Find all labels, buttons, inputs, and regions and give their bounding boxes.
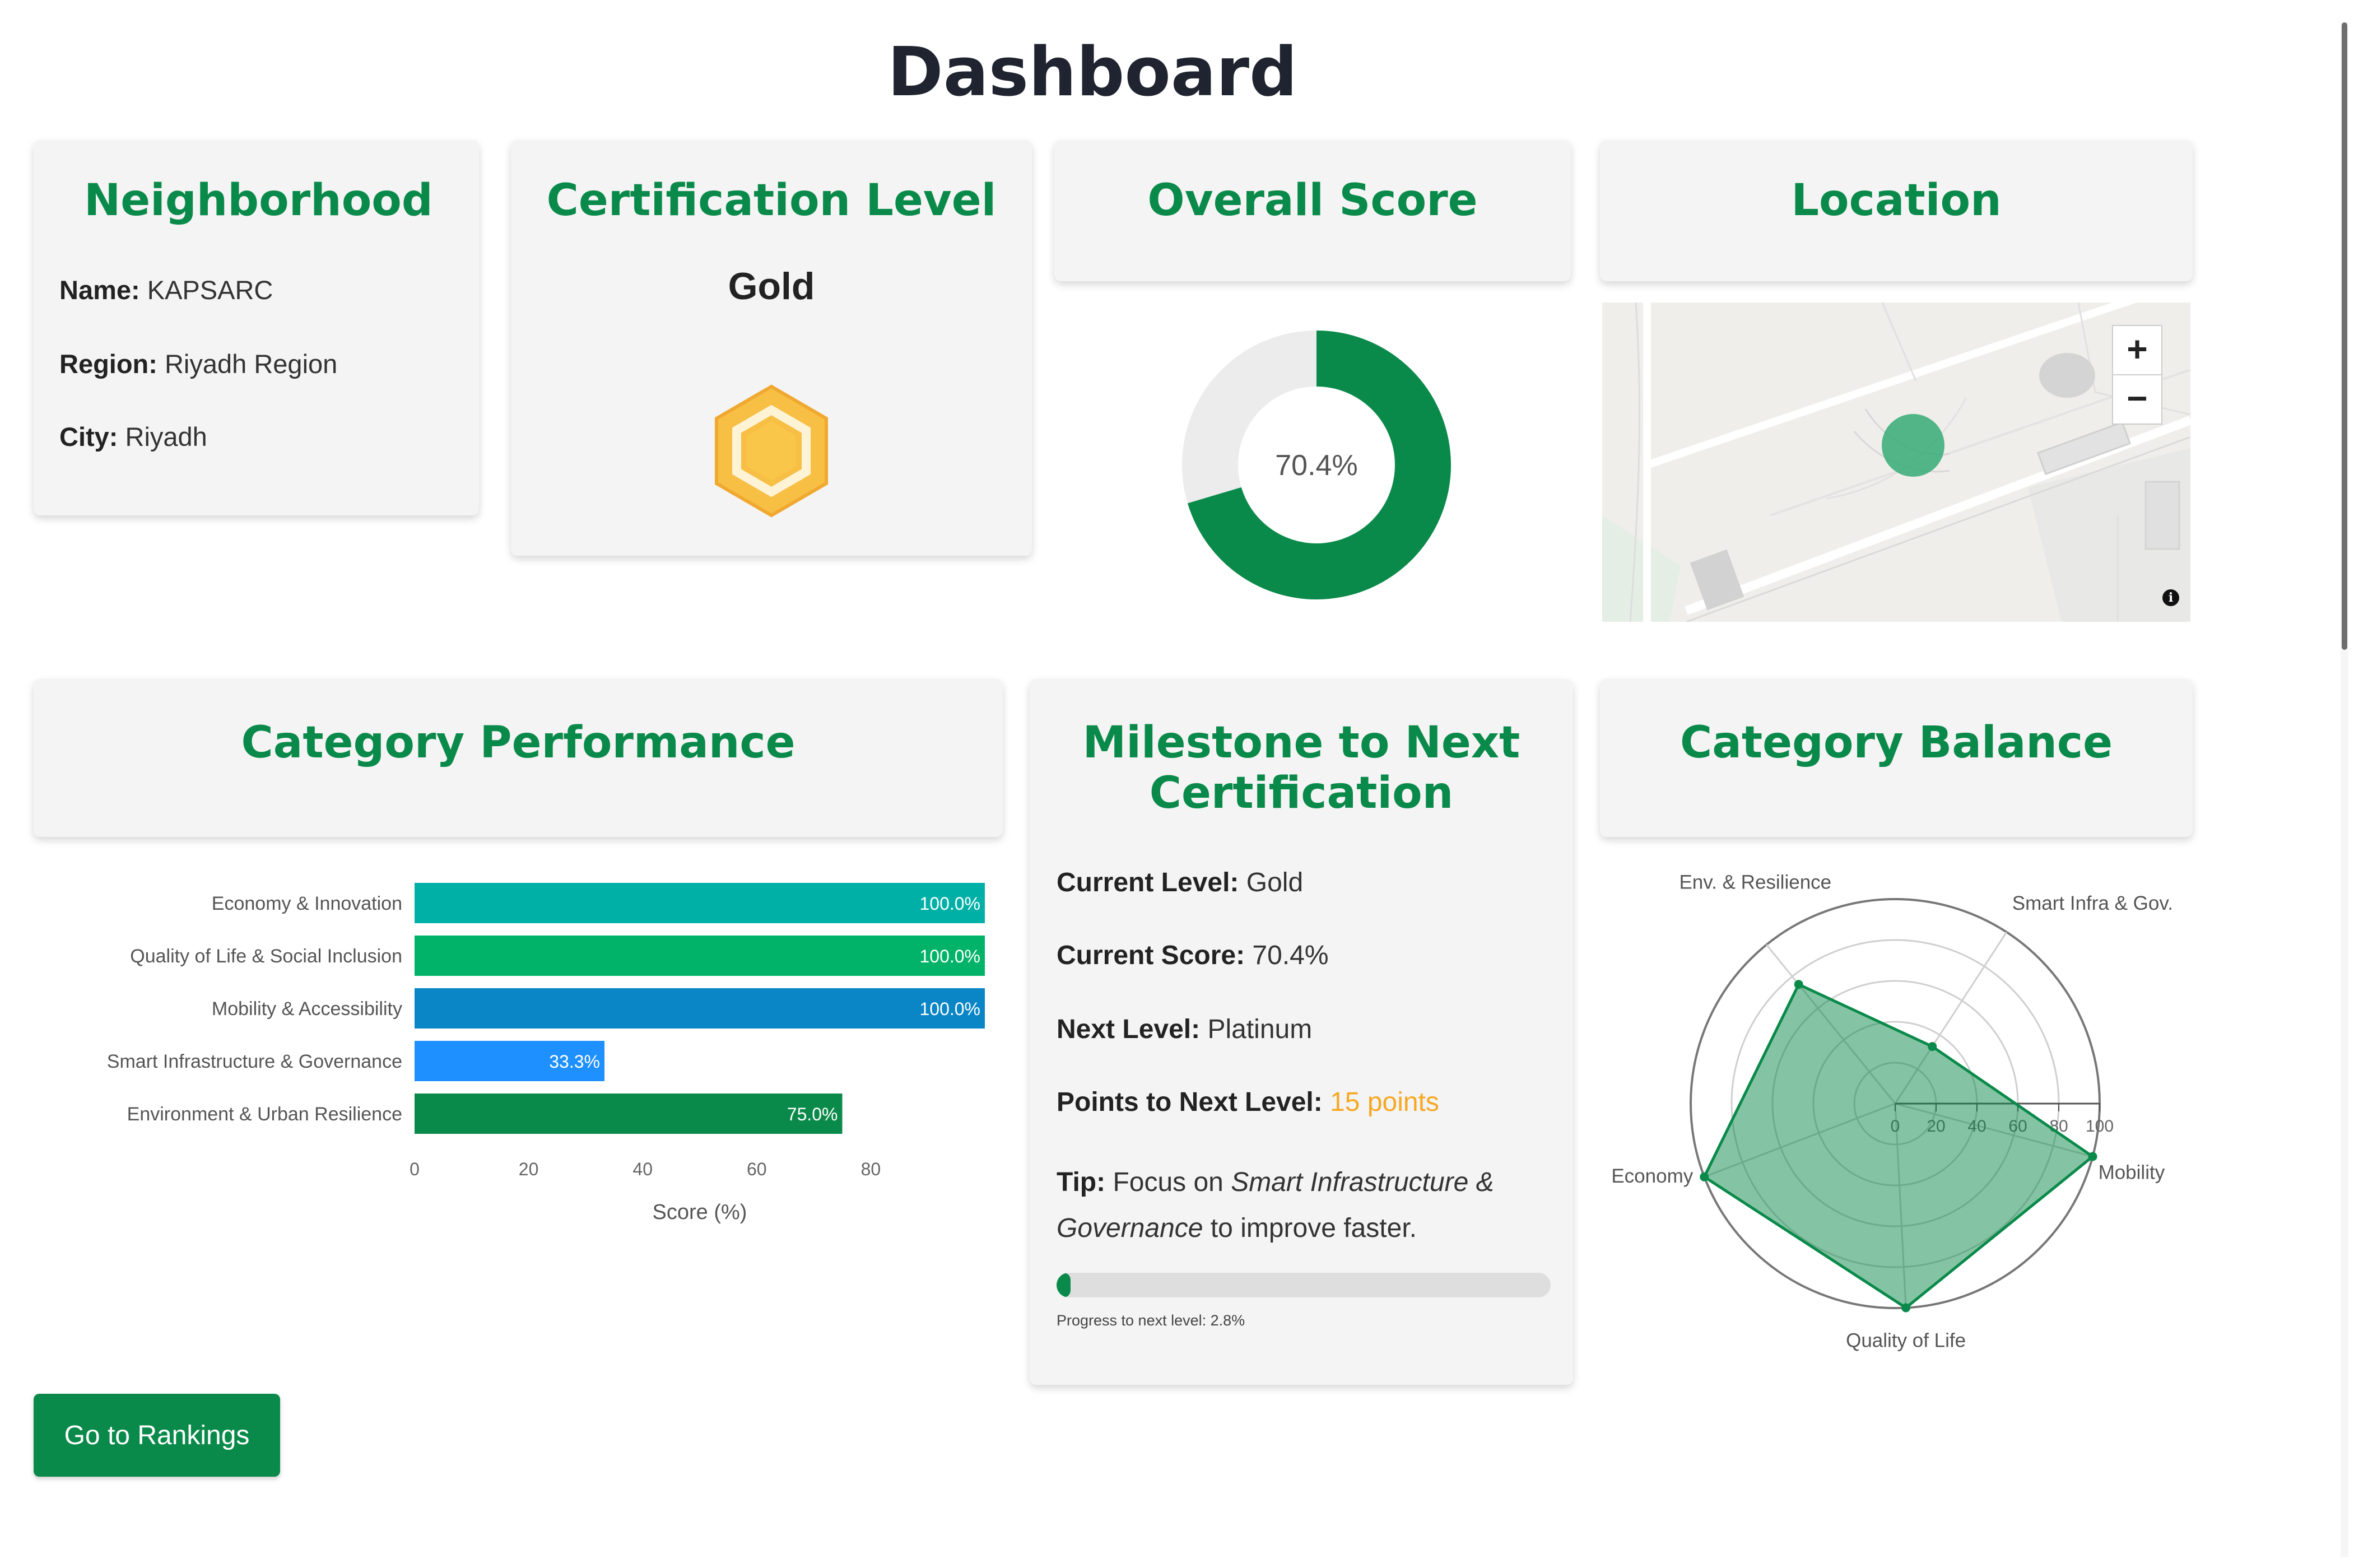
- radar-point[interactable]: [1901, 1303, 1911, 1313]
- region-label: Region:: [59, 349, 157, 379]
- x-tick-label: 60: [747, 1159, 767, 1179]
- neighborhood-region: Region: Riyadh Region: [59, 348, 337, 379]
- current-score-label: Current Score:: [1057, 941, 1245, 970]
- current-level-label: Current Level:: [1057, 868, 1239, 897]
- tip-label: Tip:: [1057, 1167, 1106, 1197]
- certification-title: Certification Level: [546, 175, 997, 226]
- neighborhood-name: Name: KAPSARC: [59, 274, 273, 305]
- go-to-rankings-button[interactable]: Go to Rankings: [34, 1394, 280, 1477]
- radar-axis-label: Env. & Resilience: [1679, 874, 1831, 893]
- current-level-value: Gold: [1246, 868, 1304, 897]
- radar-axis-label: Quality of Life: [1846, 1329, 1966, 1351]
- bar-value-label: 100.0%: [919, 894, 980, 914]
- location-map[interactable]: + − i: [1602, 303, 2190, 622]
- bar[interactable]: [415, 936, 985, 976]
- bar-value-label: 33.3%: [549, 1051, 600, 1072]
- bar-value-label: 75.0%: [787, 1104, 838, 1124]
- bar[interactable]: [415, 883, 985, 923]
- x-tick-label: 20: [519, 1159, 539, 1179]
- bar-value-label: 100.0%: [919, 946, 980, 966]
- city-label: City:: [59, 422, 118, 452]
- bar-category-label: Environment & Urban Resilience: [127, 1104, 402, 1125]
- category-balance-radar-chart: 020406080100MobilitySmart Infra & Gov.En…: [1611, 874, 2173, 1351]
- donut-score-arc: [1187, 331, 1451, 599]
- name-value: KAPSARC: [147, 275, 273, 305]
- neighborhood-title: Neighborhood: [84, 175, 433, 226]
- category-balance-card: Category Balance: [1600, 679, 2193, 837]
- certification-level: Gold: [728, 265, 815, 308]
- category-balance-title: Category Balance: [1680, 718, 2113, 768]
- radar-area: [1702, 982, 2095, 1310]
- donut-center-label: 70.4%: [1275, 449, 1357, 482]
- map-streets: [1602, 303, 2190, 622]
- radar-axis-label: Economy: [1611, 1165, 1693, 1187]
- map-info-icon[interactable]: i: [2162, 589, 2179, 606]
- tip-text-1: Focus on: [1113, 1167, 1223, 1197]
- radar-point[interactable]: [2088, 1152, 2097, 1161]
- tip-emph-2: Governance: [1057, 1213, 1203, 1243]
- next-level-value: Platinum: [1207, 1015, 1313, 1044]
- region-value: Riyadh Region: [164, 349, 338, 379]
- tip-text-2: to improve faster.: [1210, 1213, 1417, 1243]
- zoom-in-button[interactable]: +: [2112, 325, 2162, 375]
- scrollbar-track[interactable]: [2341, 22, 2348, 1557]
- bar-category-label: Economy & Innovation: [212, 893, 402, 914]
- current-score-value: 70.4%: [1252, 941, 1329, 970]
- x-tick-label: 80: [861, 1159, 881, 1179]
- tip-emph-1: Smart Infrastructure &: [1231, 1167, 1494, 1197]
- bar[interactable]: [415, 1094, 843, 1134]
- next-level-label: Next Level:: [1057, 1015, 1201, 1044]
- category-performance-card: Category Performance: [34, 679, 1003, 837]
- bar-category-label: Quality of Life & Social Inclusion: [130, 946, 402, 967]
- bar[interactable]: [415, 1041, 604, 1081]
- points-value: 15 points: [1330, 1087, 1439, 1117]
- name-label: Name:: [59, 275, 140, 305]
- neighborhood-city: City: Riyadh: [59, 421, 207, 452]
- radar-radial-tick-label: 100: [2086, 1117, 2114, 1136]
- milestone-tip: Tip: Focus on Smart Infrastructure & Gov…: [1057, 1160, 1538, 1251]
- x-axis-title: Score (%): [653, 1201, 747, 1224]
- milestone-points: Points to Next Level: 15 points: [1057, 1087, 1439, 1118]
- category-performance-chart: Economy & Innovation 100.0% Quality of Lif…: [107, 883, 985, 1224]
- overall-score-title: Overall Score: [1147, 175, 1478, 226]
- milestone-title-line1: Milestone to Next: [1082, 718, 1520, 768]
- radar-axis-label: Smart Infra & Gov.: [2012, 892, 2173, 914]
- scrollbar-thumb[interactable]: [2342, 22, 2347, 650]
- zoom-out-button[interactable]: −: [2112, 374, 2162, 425]
- overall-score-donut: 70.4%: [1182, 331, 1451, 599]
- gold-badge-icon: [715, 384, 828, 518]
- milestone-next-level: Next Level: Platinum: [1057, 1014, 1312, 1045]
- milestone-card: Milestone to Next Certification Current …: [1030, 679, 1573, 1385]
- category-performance-title: Category Performance: [241, 718, 795, 768]
- x-tick-label: 0: [410, 1159, 420, 1179]
- neighborhood-card: Neighborhood Name: KAPSARC Region: Riyad…: [34, 140, 479, 515]
- bar-category-label: Mobility & Accessibility: [212, 998, 402, 1020]
- certification-card: Certification Level Gold: [511, 140, 1032, 556]
- radar-point[interactable]: [1700, 1172, 1709, 1181]
- city-value: Riyadh: [125, 422, 207, 452]
- milestone-current-level: Current Level: Gold: [1057, 867, 1303, 898]
- bar-category-label: Smart Infrastructure & Governance: [107, 1051, 402, 1072]
- overall-score-card: Overall Score: [1054, 140, 1571, 281]
- page-title: Dashboard: [887, 34, 1297, 111]
- points-label: Points to Next Level:: [1057, 1087, 1323, 1117]
- progress-track: [1057, 1273, 1551, 1297]
- location-marker[interactable]: [1882, 414, 1944, 477]
- location-title: Location: [1791, 175, 2002, 226]
- radar-point[interactable]: [1928, 1042, 1937, 1051]
- radar-point[interactable]: [1794, 980, 1803, 989]
- bar[interactable]: [415, 988, 985, 1029]
- x-tick-label: 40: [632, 1159, 653, 1179]
- location-card: Location: [1600, 140, 2193, 281]
- radar-axis-label: Mobility: [2099, 1161, 2165, 1183]
- progress-label: Progress to next level: 2.8%: [1057, 1312, 1245, 1329]
- milestone-current-score: Current Score: 70.4%: [1057, 940, 1329, 971]
- bar-value-label: 100.0%: [919, 999, 980, 1019]
- progress-fill: [1057, 1273, 1071, 1297]
- milestone-title-line2: Certification: [1149, 768, 1454, 818]
